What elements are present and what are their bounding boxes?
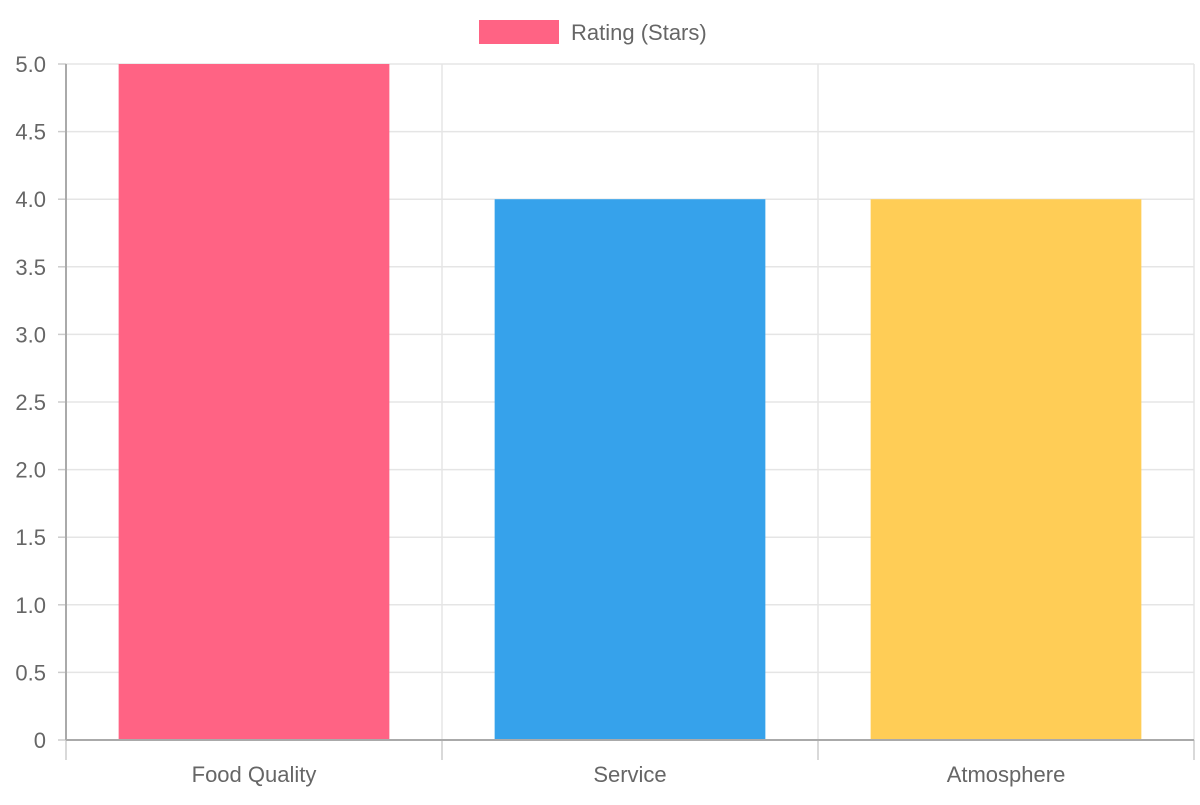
axes: 0 0.5 1.0 1.5 2.0 2.5 3.0 3.5 4.0 4.5 5.0 Food Qual…	[15, 52, 1195, 787]
bar-food-quality[interactable]	[118, 64, 390, 740]
x-tick-label: Atmosphere	[947, 762, 1066, 787]
bars	[118, 64, 1142, 740]
legend[interactable]: Rating (Stars)	[479, 20, 707, 45]
bar-service[interactable]	[494, 199, 766, 740]
x-tick-label: Service	[593, 762, 666, 787]
y-tick-label: 4.5	[15, 120, 46, 145]
legend-swatch[interactable]	[479, 20, 559, 44]
y-tick-label: 5.0	[15, 52, 46, 77]
y-tick-label: 3.0	[15, 322, 46, 347]
y-tick-label: 1.5	[15, 525, 46, 550]
y-tick-label: 4.0	[15, 187, 46, 212]
y-tick-label: 0.5	[15, 660, 46, 685]
y-tick-label: 1.0	[15, 593, 46, 618]
legend-label[interactable]: Rating (Stars)	[571, 20, 707, 45]
y-tick-label: 2.5	[15, 390, 46, 415]
y-tick-label: 3.5	[15, 255, 46, 280]
y-tick-label: 2.0	[15, 458, 46, 483]
y-tick-label: 0	[34, 728, 46, 753]
bar-atmosphere[interactable]	[870, 199, 1142, 740]
x-tick-label: Food Quality	[192, 762, 317, 787]
